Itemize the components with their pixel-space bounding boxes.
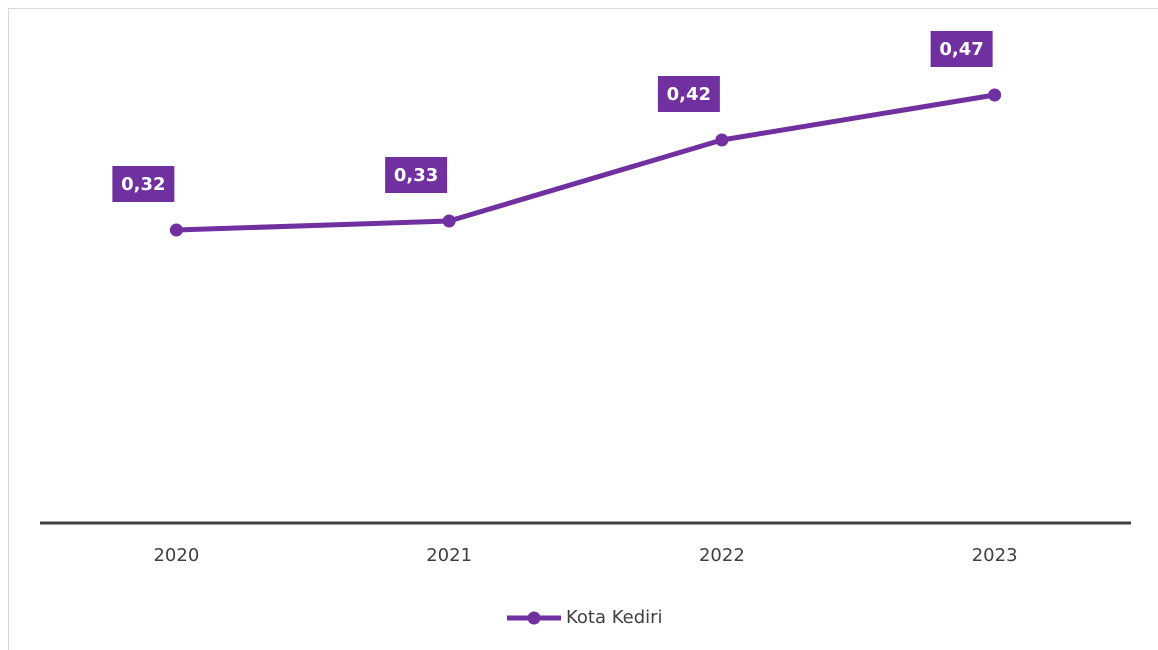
data-label: 0,42 [667, 84, 711, 105]
data-label: 0,32 [121, 174, 165, 195]
x-tick-label: 2021 [426, 545, 472, 566]
data-line [176, 92, 996, 233]
data-point [169, 223, 183, 237]
data-point [715, 133, 729, 147]
chart-frame [8, 8, 1158, 650]
data-label: 0,33 [394, 165, 438, 186]
data-point [442, 214, 456, 228]
data-label-box [112, 166, 175, 202]
data-point [988, 88, 1002, 102]
legend-marker [527, 611, 541, 625]
data-label-box [385, 157, 448, 193]
x-tick-label: 2020 [153, 545, 199, 566]
data-label: 0,47 [939, 39, 983, 60]
legend-label: Kota Kediri [566, 607, 663, 628]
data-label-box [657, 76, 720, 112]
x-tick-label: 2023 [972, 545, 1018, 566]
data-label-box [930, 31, 993, 67]
x-tick-label: 2022 [699, 545, 745, 566]
